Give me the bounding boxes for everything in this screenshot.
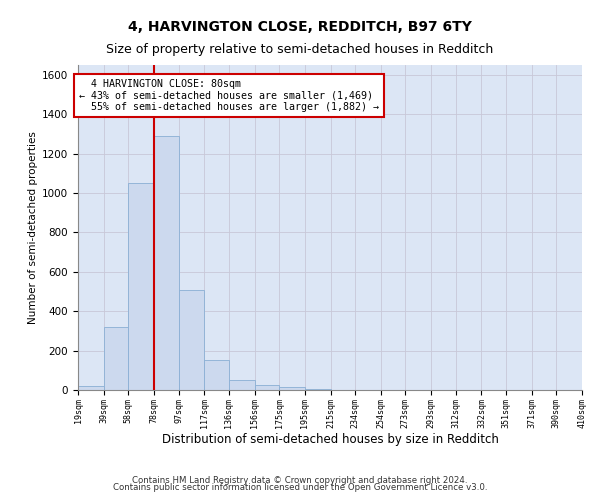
Bar — [78, 386, 104, 390]
Text: 4 HARVINGTON CLOSE: 80sqm
← 43% of semi-detached houses are smaller (1,469)
  55: 4 HARVINGTON CLOSE: 80sqm ← 43% of semi-… — [79, 79, 379, 112]
Bar — [205, 360, 229, 390]
Bar — [104, 327, 128, 390]
X-axis label: Distribution of semi-detached houses by size in Redditch: Distribution of semi-detached houses by … — [161, 433, 499, 446]
Bar — [128, 183, 154, 390]
Bar — [229, 380, 254, 390]
Bar — [305, 389, 331, 390]
Text: 4, HARVINGTON CLOSE, REDDITCH, B97 6TY: 4, HARVINGTON CLOSE, REDDITCH, B97 6TY — [128, 20, 472, 34]
Text: Contains public sector information licensed under the Open Government Licence v3: Contains public sector information licen… — [113, 484, 487, 492]
Bar — [279, 387, 305, 390]
Bar — [179, 290, 205, 390]
Text: Size of property relative to semi-detached houses in Redditch: Size of property relative to semi-detach… — [106, 42, 494, 56]
Text: Contains HM Land Registry data © Crown copyright and database right 2024.: Contains HM Land Registry data © Crown c… — [132, 476, 468, 485]
Bar — [254, 385, 279, 390]
Bar — [154, 136, 179, 390]
Y-axis label: Number of semi-detached properties: Number of semi-detached properties — [28, 131, 38, 324]
